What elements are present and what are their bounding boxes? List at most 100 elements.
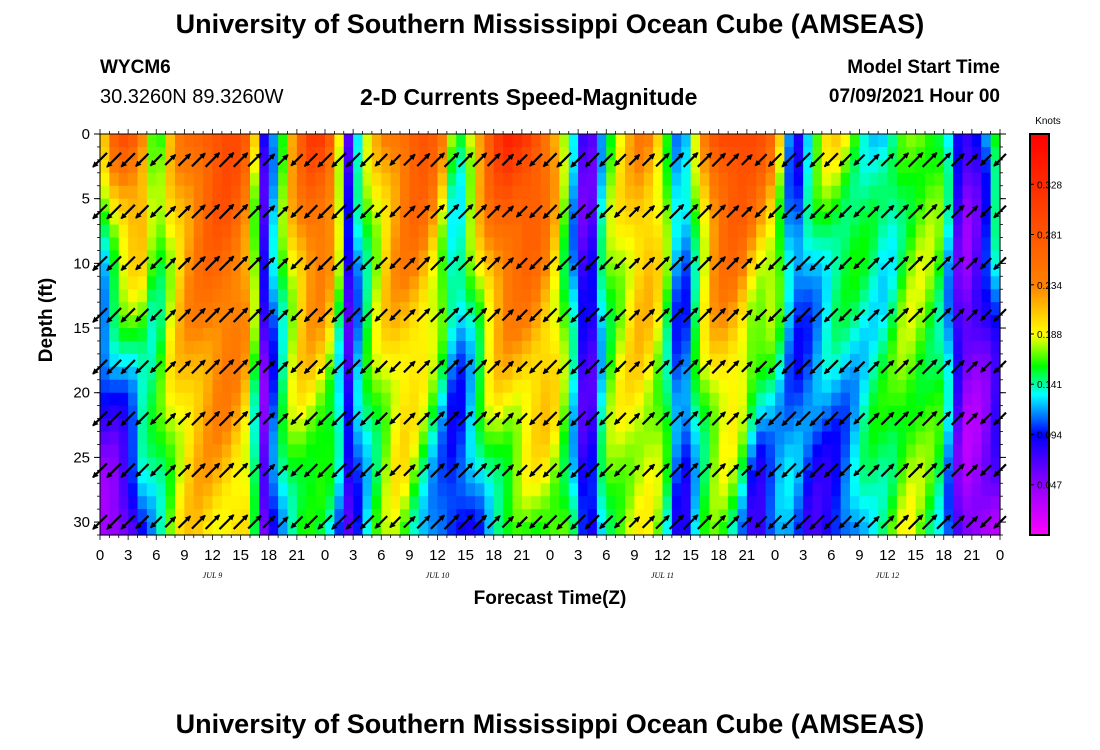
current-vector — [277, 205, 289, 218]
heatmap-cell — [446, 328, 457, 342]
heatmap-cell — [371, 522, 382, 536]
heatmap-cell — [381, 224, 392, 239]
heatmap-cell — [475, 457, 485, 471]
heatmap-cell — [343, 172, 354, 187]
current-vector — [106, 410, 122, 427]
heatmap-cell — [531, 444, 542, 458]
heatmap-cell — [700, 522, 710, 536]
heatmap-cell — [390, 366, 401, 381]
heatmap-cell — [400, 496, 410, 510]
heatmap-cell — [259, 405, 270, 420]
heatmap-cell — [765, 405, 776, 420]
heatmap-cell — [737, 483, 748, 497]
heatmap-cell — [896, 159, 907, 174]
current-vector — [880, 411, 895, 426]
heatmap-cell — [700, 340, 710, 355]
heatmap-cell — [465, 211, 476, 226]
heatmap-cell — [662, 328, 673, 342]
heatmap-cell — [568, 250, 579, 264]
heatmap-cell — [184, 470, 195, 484]
heatmap-cell — [456, 431, 467, 446]
heatmap-cell — [559, 224, 570, 239]
heatmap-cell — [878, 405, 889, 420]
heatmap-cell — [146, 250, 157, 264]
heatmap-cell — [850, 276, 860, 290]
heatmap-cell — [446, 159, 457, 174]
heatmap-cell — [615, 353, 626, 368]
heatmap-cell — [568, 431, 579, 446]
heatmap-cell — [775, 496, 785, 510]
current-vector — [218, 359, 235, 375]
heatmap-cell — [868, 392, 879, 407]
heatmap-cell — [915, 328, 926, 342]
heatmap-cell — [868, 237, 879, 252]
heatmap-cell — [990, 509, 1001, 523]
heatmap-cell — [446, 470, 457, 484]
heatmap-cell — [821, 185, 832, 200]
heatmap-cell — [943, 340, 954, 355]
heatmap-cell — [306, 444, 317, 458]
heatmap-cell — [793, 302, 804, 316]
heatmap-cell — [156, 392, 167, 407]
page-title-bottom: University of Southern Mississippi Ocean… — [175, 709, 925, 739]
current-vector — [936, 307, 952, 323]
current-vector — [936, 204, 952, 220]
heatmap-cell — [221, 366, 232, 381]
heatmap-cell — [118, 405, 129, 420]
heatmap-cell — [737, 263, 748, 277]
current-vector — [232, 410, 249, 427]
heatmap-cell — [803, 237, 814, 252]
heatmap-cell — [681, 276, 692, 290]
current-vector — [655, 463, 670, 478]
heatmap-cell — [793, 353, 804, 368]
heatmap-cell — [850, 340, 860, 355]
heatmap-cell — [625, 198, 635, 213]
heatmap-cell — [718, 522, 729, 536]
current-vector — [120, 307, 136, 323]
current-vector — [838, 256, 853, 271]
current-vector — [277, 464, 289, 477]
heatmap-cell — [953, 185, 964, 200]
heatmap-cell — [934, 250, 945, 264]
heatmap-cell — [625, 483, 635, 497]
current-vector — [697, 462, 713, 478]
current-vector — [345, 307, 361, 323]
x-tick-label: 6 — [152, 547, 160, 564]
heatmap-cell — [559, 198, 570, 213]
heatmap-cell — [568, 405, 579, 420]
heatmap-cell — [203, 509, 214, 523]
heatmap-cell — [400, 522, 410, 536]
current-vector — [290, 463, 304, 477]
heatmap-cell — [371, 457, 382, 471]
heatmap-cell — [156, 263, 167, 277]
heatmap-cell — [165, 470, 176, 484]
heatmap-cell — [615, 496, 626, 510]
heatmap-cell — [700, 198, 710, 213]
heatmap-cell — [962, 276, 973, 290]
current-vector — [921, 203, 938, 220]
current-vector — [584, 204, 600, 220]
heatmap-cell — [531, 185, 542, 200]
heatmap-cell — [784, 237, 795, 252]
heatmap-cell — [100, 496, 110, 510]
heatmap-cell — [812, 444, 823, 458]
heatmap-cell — [681, 302, 692, 316]
y-tick-label: 10 — [73, 255, 90, 272]
colorbar-scale — [1029, 133, 1050, 536]
heatmap-cell — [868, 289, 879, 303]
heatmap-cell — [896, 146, 907, 161]
current-vector — [430, 359, 445, 375]
heatmap-cell — [578, 470, 589, 484]
heatmap-cell — [906, 405, 917, 420]
heatmap-cell — [812, 522, 823, 536]
heatmap-cell — [606, 185, 617, 200]
heatmap-cell — [203, 405, 214, 420]
heatmap-cell — [250, 509, 260, 523]
heatmap-cell — [971, 250, 982, 264]
heatmap-cell — [418, 315, 429, 329]
current-vector — [472, 255, 488, 271]
heatmap-cell — [334, 405, 345, 420]
heatmap-cell — [887, 328, 898, 342]
heatmap-cell — [812, 483, 823, 497]
heatmap-cell — [653, 159, 664, 174]
